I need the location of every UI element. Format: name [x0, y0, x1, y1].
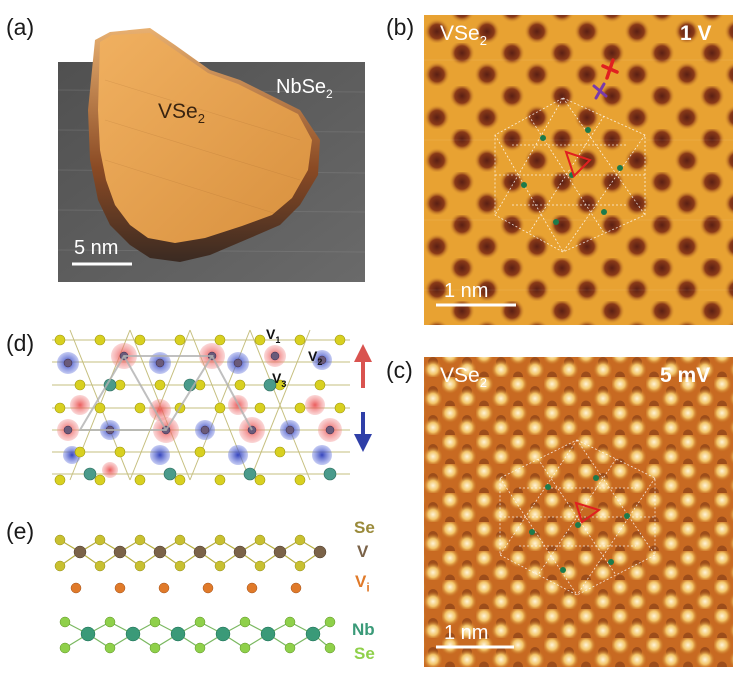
panel-b-red-star — [601, 58, 619, 80]
panel-b-purple-cross — [592, 82, 608, 100]
panel-b-triangle — [564, 150, 592, 178]
panel-b-bias: 1 V — [680, 22, 712, 45]
up-arrow — [354, 344, 372, 388]
panel-e-legend-se-top: Se — [354, 518, 375, 537]
panel-e-legend-v: V — [357, 542, 369, 561]
panel-d-label: (d) — [6, 330, 35, 356]
panel-a-substrate-label: NbSe2 — [276, 76, 333, 101]
panel-b-image — [424, 15, 733, 325]
panel-b-material: VSe2 — [440, 22, 487, 49]
panel-d-site-v2: V2 — [308, 348, 323, 367]
panel-e-structure — [54, 534, 336, 654]
panel-a-scalebar-label: 5 nm — [74, 237, 119, 259]
panel-b-dots — [521, 127, 623, 225]
panel-e-legend-vi: Vi — [355, 572, 370, 595]
panel-c-scalebar-label: 1 nm — [444, 622, 489, 644]
panel-b-scalebar-label: 1 nm — [444, 280, 489, 302]
panel-a-island-label: VSe2 — [158, 100, 205, 127]
panel-d-site-v1: V1 — [266, 326, 281, 345]
panel-c-label: (c) — [386, 357, 413, 383]
panel-b-label: (b) — [386, 14, 415, 40]
panel-a-label: (a) — [6, 14, 35, 40]
panel-b-lattice — [494, 97, 646, 253]
panel-d-structure — [52, 329, 350, 486]
panel-c-bias: 5 mV — [660, 364, 711, 387]
panel-c-lattice — [499, 439, 656, 596]
panel-a-image — [57, 28, 366, 282]
down-arrow — [354, 412, 372, 452]
panel-c-material: VSe2 — [440, 364, 487, 391]
panel-d-site-v3: V3 — [272, 370, 287, 389]
panel-d-se-atoms — [54, 334, 346, 486]
panel-c-image — [424, 357, 733, 667]
panel-e-label: (e) — [6, 518, 35, 544]
panel-c-triangle — [574, 501, 602, 524]
panel-d-nb-atoms — [83, 378, 337, 481]
panel-e-legend-nb: Nb — [352, 620, 375, 639]
panel-e-legend-se-bottom: Se — [354, 644, 375, 663]
panel-c-dots — [529, 475, 630, 573]
